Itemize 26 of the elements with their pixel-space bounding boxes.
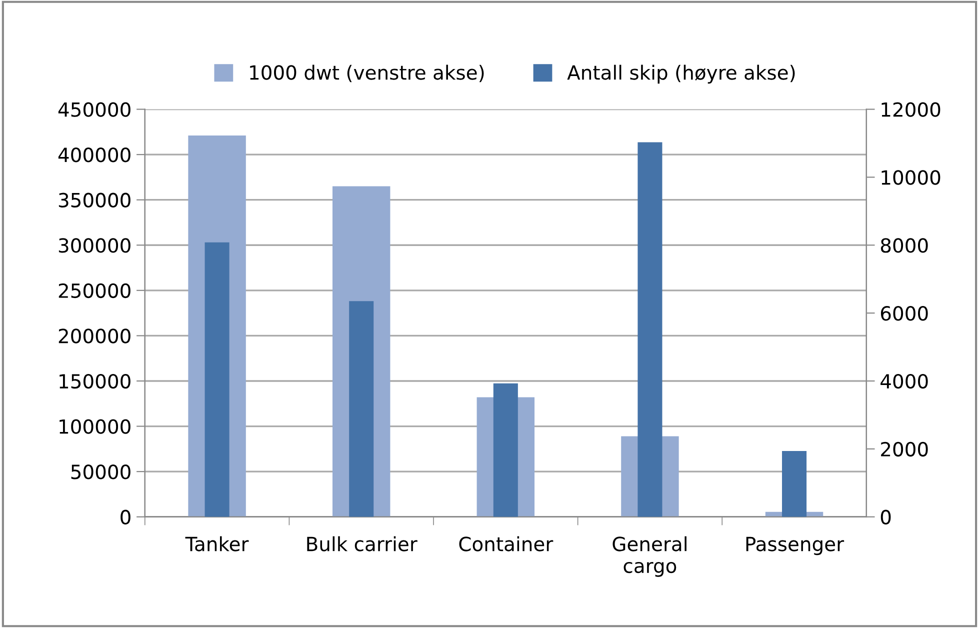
y2-tick-label: 10000 <box>882 170 940 185</box>
legend-label: 1000 dwt (venstre akse) <box>250 64 484 82</box>
y-tick-label: 100000 <box>60 419 130 434</box>
y-tick-label: 350000 <box>58 192 130 208</box>
y-tick-label: 150000 <box>60 374 130 389</box>
x-tick-label: Bulk carrier <box>307 536 418 552</box>
y-tick-label: 300000 <box>58 238 130 253</box>
y2-tick-label: 0 <box>880 510 891 525</box>
x-tick-label: Tanker <box>185 536 249 552</box>
y2-tick-label: 2000 <box>881 442 928 457</box>
y2-tick-label: 12000 <box>882 102 940 117</box>
y-tick-label: 450000 <box>58 102 130 117</box>
y-tick-label: 200000 <box>58 328 130 344</box>
bar <box>204 242 230 517</box>
x-tick-label: Passenger <box>746 536 844 556</box>
bar <box>349 301 374 517</box>
x-tick-label: Container <box>459 536 554 552</box>
x-tick-label: General cargo <box>612 536 686 577</box>
y-tick-label: 0 <box>120 510 130 525</box>
y2-tick-label: 6000 <box>880 306 928 321</box>
y2-tick-label: 8000 <box>880 238 928 253</box>
legend-label: Antall skip (høyre akse) <box>567 64 795 84</box>
y-tick-label: 400000 <box>58 148 130 162</box>
y2-tick-label: 4000 <box>880 374 928 389</box>
y-tick-label: 50000 <box>71 464 130 480</box>
y-tick-label: 250000 <box>58 283 130 298</box>
